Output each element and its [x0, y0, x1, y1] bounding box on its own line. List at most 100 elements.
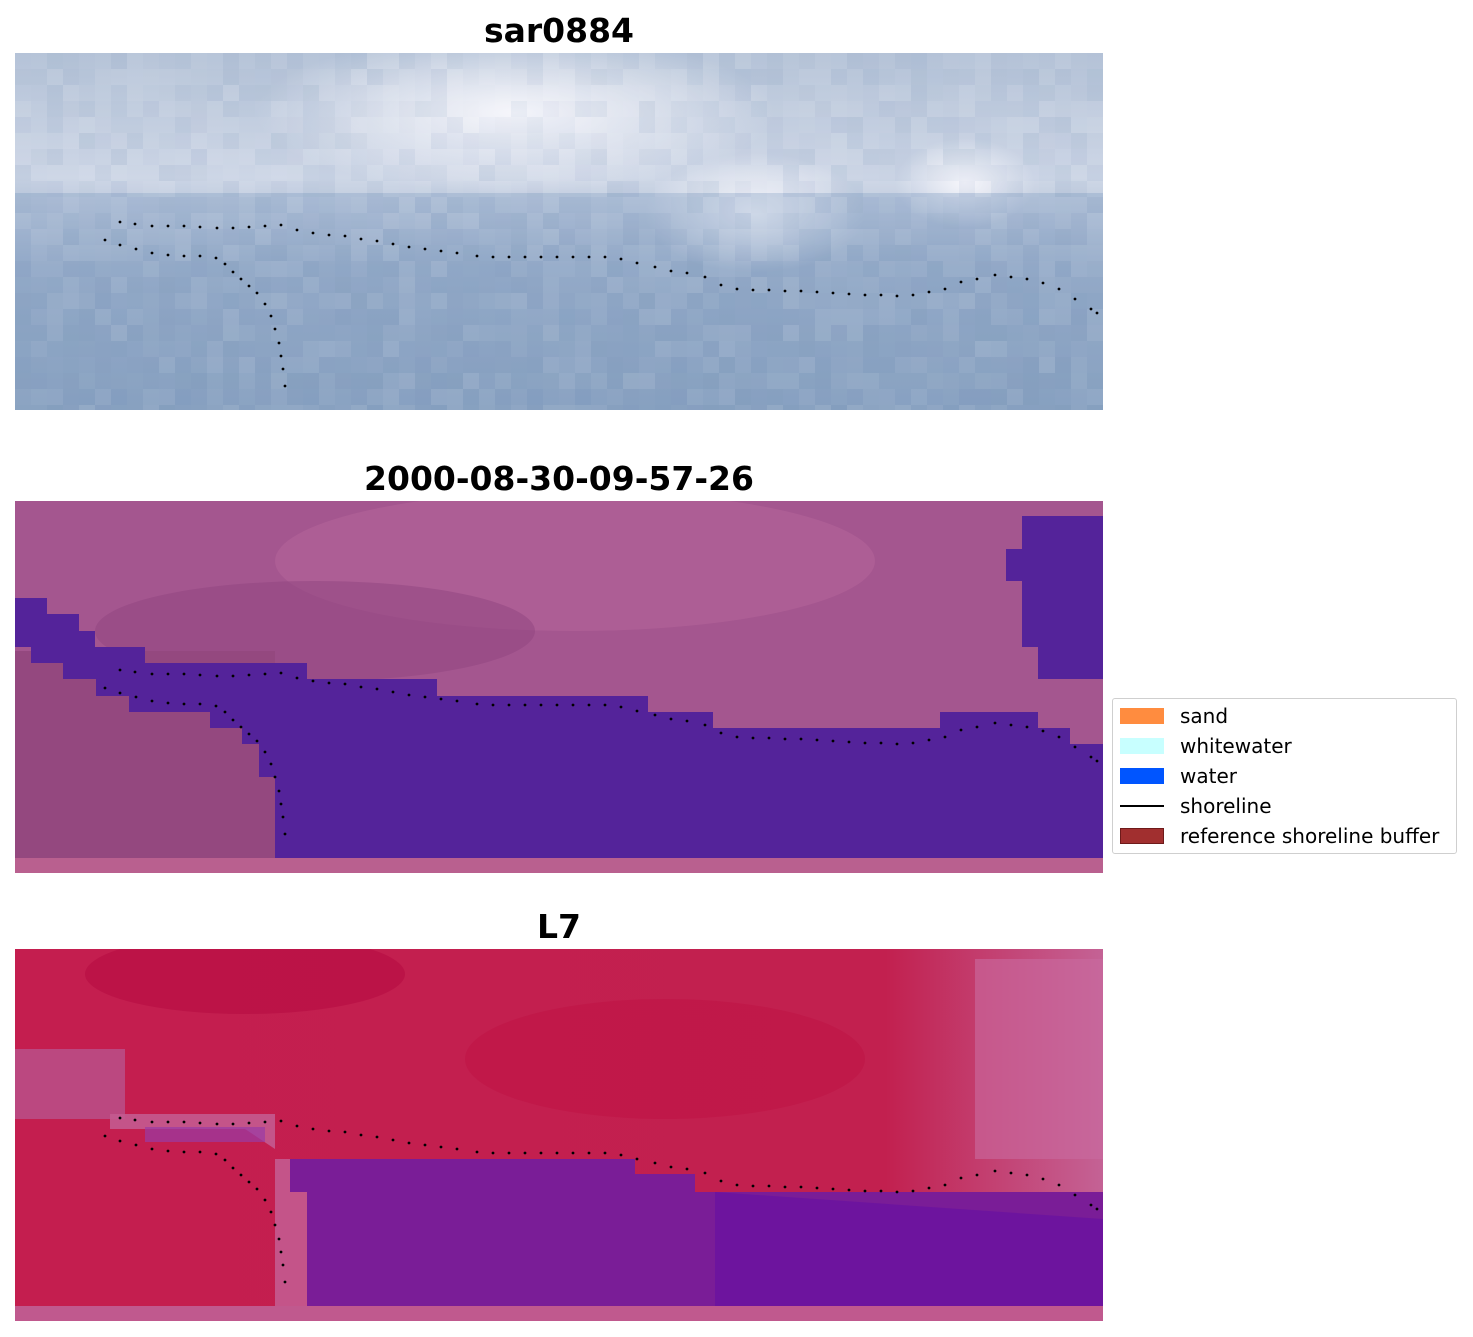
- shoreline-point: [895, 294, 899, 298]
- shoreline-point: [767, 288, 771, 292]
- shoreline-point: [283, 384, 287, 388]
- shoreline-point: [895, 1190, 899, 1194]
- shoreline-point: [231, 1122, 235, 1126]
- shoreline-point: [247, 673, 251, 677]
- shoreline-point: [1009, 1171, 1013, 1175]
- shoreline-point: [993, 721, 997, 725]
- shoreline-point: [391, 242, 395, 246]
- classification-image: [15, 501, 1103, 873]
- shoreline-point: [767, 1184, 771, 1188]
- shoreline-point: [1041, 281, 1045, 285]
- shoreline-point: [223, 1158, 227, 1162]
- shoreline-point: [247, 1180, 251, 1184]
- shoreline-point: [150, 672, 154, 676]
- shoreline-point: [423, 695, 427, 699]
- shoreline-point: [571, 255, 575, 259]
- shoreline-point: [273, 775, 277, 779]
- shoreline-point: [359, 1133, 363, 1137]
- shoreline-point: [295, 228, 299, 232]
- shoreline-point: [799, 1185, 803, 1189]
- shoreline-point: [555, 1151, 559, 1155]
- legend-label: reference shoreline buffer: [1180, 824, 1440, 848]
- shoreline-point: [223, 262, 227, 266]
- shoreline-point: [1095, 759, 1099, 763]
- shoreline-point: [279, 671, 283, 675]
- shoreline-point: [118, 1139, 122, 1143]
- shoreline-point: [277, 789, 281, 793]
- shoreline-point: [166, 701, 170, 705]
- water-class-region-ne: [1006, 516, 1103, 679]
- shoreline-point: [1073, 297, 1077, 301]
- shoreline-point: [263, 750, 267, 754]
- shoreline-point: [1057, 287, 1061, 291]
- shoreline-point: [619, 1153, 623, 1157]
- shoreline-point: [1095, 1207, 1099, 1211]
- shoreline-point: [279, 1119, 283, 1123]
- shoreline-point: [239, 725, 243, 729]
- shoreline-point: [166, 224, 170, 228]
- shoreline-point: [182, 254, 186, 258]
- shoreline-point: [311, 679, 315, 683]
- shoreline-point: [719, 283, 723, 287]
- shoreline-point: [847, 740, 851, 744]
- shoreline-point: [239, 1173, 243, 1177]
- shoreline-point: [653, 1161, 657, 1165]
- shoreline-point: [507, 255, 511, 259]
- shoreline-point: [1025, 725, 1029, 729]
- shoreline-point: [279, 802, 283, 806]
- shoreline-point: [231, 270, 235, 274]
- shoreline-point: [959, 728, 963, 732]
- shoreline-point: [475, 254, 479, 258]
- shoreline-point: [1009, 275, 1013, 279]
- shoreline-point: [735, 1183, 739, 1187]
- shoreline-point: [166, 1149, 170, 1153]
- shoreline-point: [215, 226, 219, 230]
- shoreline-point: [523, 703, 527, 707]
- shoreline-point: [571, 703, 575, 707]
- shoreline-point: [133, 222, 137, 226]
- shoreline-point: [166, 1120, 170, 1124]
- shoreline-point: [133, 670, 137, 674]
- shoreline-point: [343, 234, 347, 238]
- shoreline-point: [150, 224, 154, 228]
- shoreline-point: [735, 735, 739, 739]
- shoreline-point: [751, 736, 755, 740]
- shoreline-point: [182, 1150, 186, 1154]
- shoreline-point: [669, 717, 673, 721]
- shoreline-point: [911, 741, 915, 745]
- legend-item-reference-buffer: reference shoreline buffer: [1120, 824, 1439, 848]
- shoreline-point: [133, 1118, 137, 1122]
- shoreline-point: [491, 255, 495, 259]
- shoreline-point: [247, 732, 251, 736]
- shoreline-point: [198, 254, 202, 258]
- shoreline-point: [587, 255, 591, 259]
- shoreline-point: [118, 1116, 122, 1120]
- shoreline-point: [1073, 1193, 1077, 1197]
- shoreline-point: [118, 691, 122, 695]
- shoreline-point: [927, 290, 931, 294]
- shoreline-point: [685, 1167, 689, 1171]
- satellite-image: [15, 949, 1103, 1321]
- shoreline-point: [539, 1151, 543, 1155]
- shoreline-point: [150, 251, 154, 255]
- shoreline-point: [555, 255, 559, 259]
- shoreline-point: [1089, 1203, 1093, 1207]
- shoreline-point: [943, 1183, 947, 1187]
- shoreline-point: [603, 255, 607, 259]
- shoreline-point: [255, 291, 259, 295]
- shoreline-point: [703, 1171, 707, 1175]
- shoreline-point: [847, 292, 851, 296]
- legend-item-shoreline: shoreline: [1120, 794, 1272, 818]
- legend-label: water: [1180, 764, 1237, 788]
- shoreline-point: [198, 1121, 202, 1125]
- shoreline-point: [831, 1187, 835, 1191]
- shoreline-points: [103, 668, 1099, 836]
- shoreline-point: [269, 314, 273, 318]
- shoreline-point: [455, 251, 459, 255]
- legend-item-whitewater: whitewater: [1120, 734, 1292, 758]
- shoreline-point: [223, 710, 227, 714]
- shoreline-point: [669, 269, 673, 273]
- shoreline-point: [685, 271, 689, 275]
- shoreline-point: [555, 703, 559, 707]
- shoreline-point: [783, 289, 787, 293]
